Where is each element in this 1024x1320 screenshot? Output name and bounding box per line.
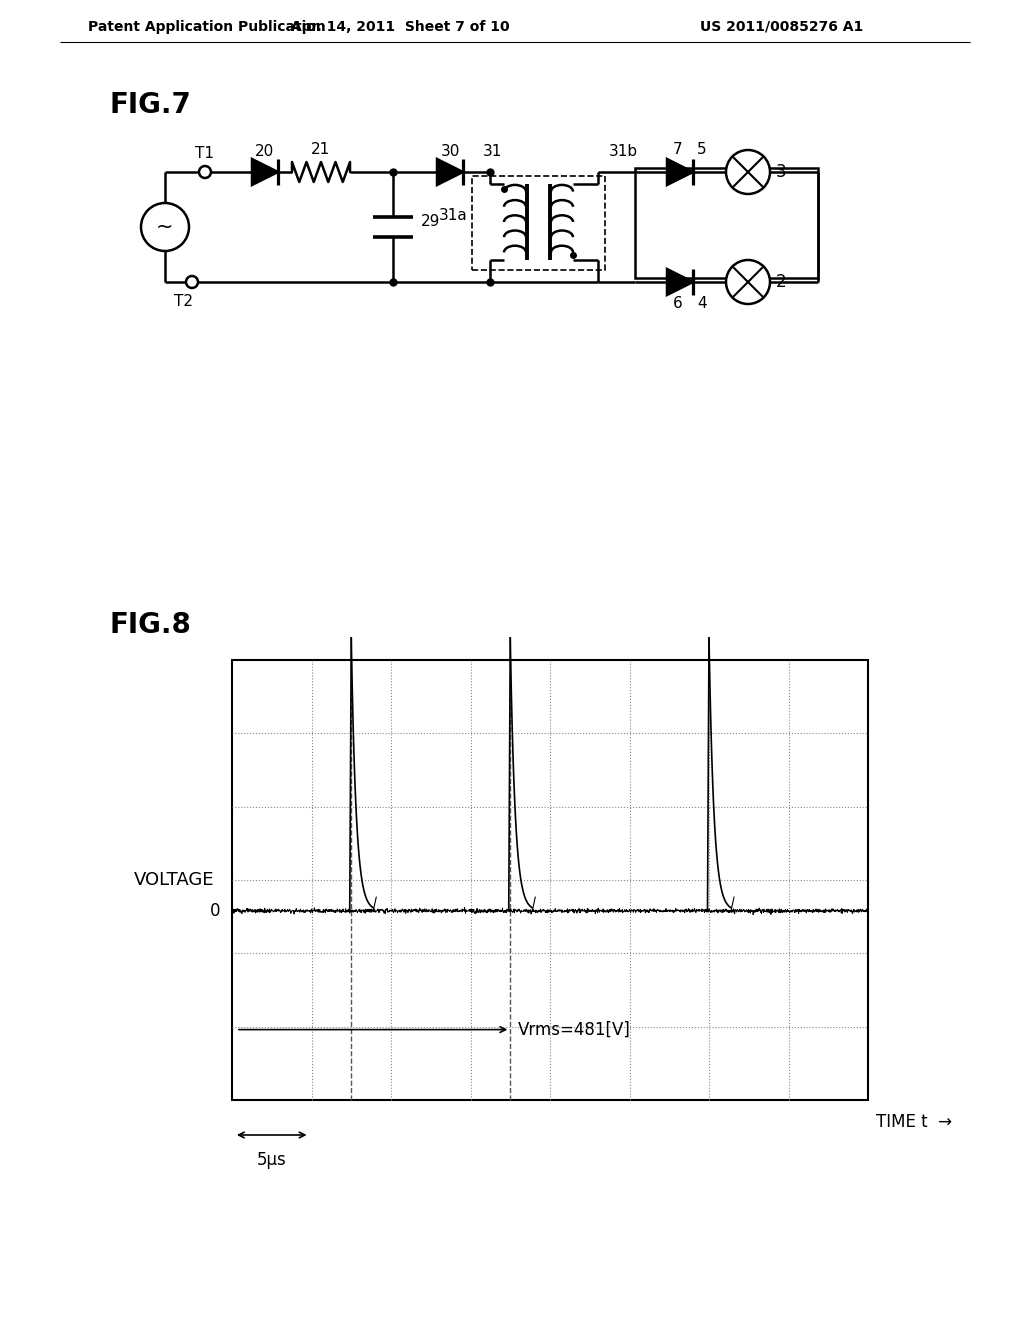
Text: T2: T2 [174, 294, 193, 309]
Text: ~: ~ [157, 216, 174, 238]
Text: 29: 29 [421, 214, 440, 230]
Text: 31a: 31a [439, 207, 468, 223]
Text: TIME t  →: TIME t → [876, 1113, 952, 1131]
Text: Vrms=481[V]: Vrms=481[V] [518, 1020, 631, 1039]
Text: 21: 21 [311, 143, 331, 157]
Text: Apr. 14, 2011  Sheet 7 of 10: Apr. 14, 2011 Sheet 7 of 10 [291, 20, 509, 34]
Text: 6: 6 [673, 297, 683, 312]
Text: T1: T1 [195, 147, 214, 161]
Bar [472, 176, 605, 271]
Circle shape [186, 276, 198, 288]
Text: 0: 0 [210, 902, 220, 920]
Circle shape [726, 260, 770, 304]
Text: 31b: 31b [609, 144, 638, 160]
Text: 30: 30 [440, 144, 460, 160]
Text: 5: 5 [697, 143, 707, 157]
Text: VOLTAGE: VOLTAGE [133, 871, 214, 888]
Circle shape [141, 203, 189, 251]
Text: Patent Application Publication: Patent Application Publication [88, 20, 326, 34]
Text: US 2011/0085276 A1: US 2011/0085276 A1 [700, 20, 863, 34]
Text: 31: 31 [482, 144, 502, 160]
Text: FIG.8: FIG.8 [110, 611, 191, 639]
Polygon shape [667, 269, 693, 294]
Bar [232, 660, 868, 1100]
Bar [635, 168, 818, 279]
Polygon shape [437, 158, 463, 185]
Text: FIG.7: FIG.7 [110, 91, 191, 119]
Text: 7: 7 [673, 143, 683, 157]
Text: 2: 2 [776, 273, 786, 290]
Text: 5μs: 5μs [257, 1151, 287, 1170]
Text: 4: 4 [697, 297, 707, 312]
Text: 20: 20 [255, 144, 274, 160]
Text: 3: 3 [776, 162, 786, 181]
Circle shape [726, 150, 770, 194]
Polygon shape [667, 158, 693, 185]
Circle shape [199, 166, 211, 178]
Polygon shape [252, 158, 278, 185]
